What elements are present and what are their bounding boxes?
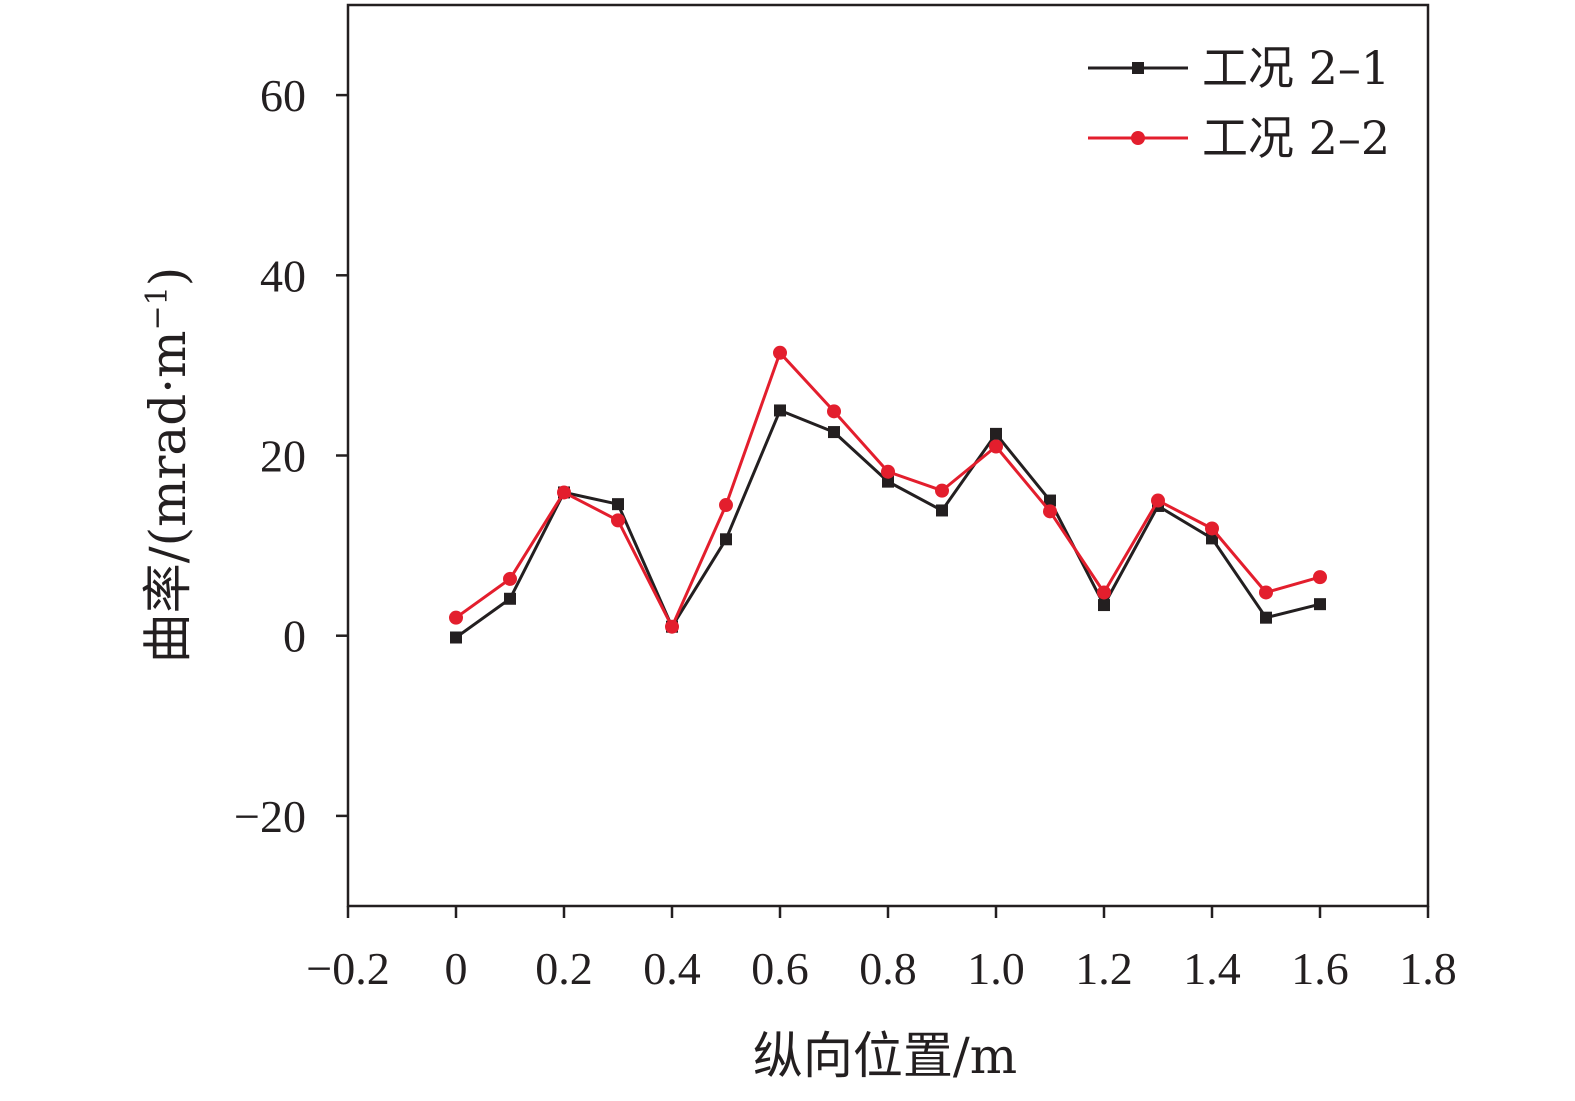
x-tick-label: 0.2 — [535, 943, 593, 994]
legend-marker-series-2 — [1131, 131, 1145, 145]
series-2-point — [719, 498, 733, 513]
x-tick-label: 0.8 — [859, 943, 917, 994]
series-2-point — [449, 610, 463, 625]
legend-label-series-2: 工况 2–2 — [1202, 111, 1390, 165]
x-axis: −0.2 0 0.2 0.4 0.6 0.8 1.0 1.2 1.4 1.6 1.8 — [306, 906, 1457, 994]
series-1-point — [1314, 598, 1326, 611]
x-tick-label: 1.4 — [1183, 943, 1241, 994]
series-1-point — [720, 533, 732, 546]
series-1-point — [504, 592, 516, 605]
series-2-point — [1259, 585, 1273, 600]
y-axis-title-superscript: −1 — [140, 286, 175, 330]
x-tick-label: 1.0 — [967, 943, 1025, 994]
series-2-point — [665, 619, 679, 634]
y-axis-title: 曲率/(mrad·m−1) — [139, 267, 197, 664]
series-2-point — [989, 439, 1003, 454]
series-2-point — [935, 483, 949, 498]
series-2-point — [1205, 521, 1219, 536]
x-tick-label: 0.6 — [751, 943, 809, 994]
y-tick-label: 60 — [260, 70, 306, 121]
series-1-point — [774, 404, 786, 417]
legend-label-series-1: 工况 2–1 — [1202, 41, 1390, 95]
series-1-point — [1098, 599, 1110, 612]
y-tick-label: 0 — [283, 611, 306, 662]
series-2-line — [455, 351, 1321, 629]
series-1-line — [455, 408, 1321, 639]
series-1-point — [882, 475, 894, 488]
series-layer — [449, 345, 1327, 644]
series-2-point — [1151, 493, 1165, 508]
y-axis-title-close: ) — [139, 267, 197, 287]
series-1-point — [828, 426, 840, 439]
series-2-point — [881, 464, 895, 479]
x-axis-title: 纵向位置/m — [753, 1027, 1017, 1085]
series-1-point — [1206, 532, 1218, 545]
series-2-point — [503, 571, 517, 586]
legend-marker-series-1 — [1132, 62, 1144, 74]
series-2-point — [557, 485, 571, 500]
legend-item-series-1: 工况 2–1 — [1088, 41, 1390, 95]
series-1-point — [612, 498, 624, 511]
series-2-point — [611, 513, 625, 528]
series-1-point — [450, 631, 462, 644]
x-tick-label: −0.2 — [306, 943, 389, 994]
series-1-point — [1044, 494, 1056, 507]
series-2-point — [1097, 585, 1111, 600]
x-tick-label: 0 — [445, 943, 468, 994]
legend: 工况 2–1 工况 2–2 — [1088, 41, 1390, 165]
legend-item-series-2: 工况 2–2 — [1088, 111, 1390, 165]
y-axis-title-main: 曲率/(mrad·m — [139, 330, 197, 663]
y-tick-label: 20 — [260, 431, 306, 482]
x-tick-label: 1.2 — [1075, 943, 1133, 994]
series-2-point — [773, 345, 787, 360]
x-tick-label: 1.8 — [1399, 943, 1457, 994]
x-tick-label: 1.6 — [1291, 943, 1349, 994]
series-2-point — [1043, 504, 1057, 519]
series-1-point — [936, 504, 948, 517]
y-tick-label: −20 — [234, 791, 306, 842]
x-tick-label: 0.4 — [643, 943, 701, 994]
series-1-point — [990, 427, 1002, 440]
series-2-point — [1313, 570, 1327, 585]
y-tick-label: 40 — [260, 250, 306, 301]
y-axis: −20 0 20 40 60 — [234, 70, 348, 842]
series-2-point — [827, 404, 841, 419]
series-1-point — [1260, 611, 1272, 624]
